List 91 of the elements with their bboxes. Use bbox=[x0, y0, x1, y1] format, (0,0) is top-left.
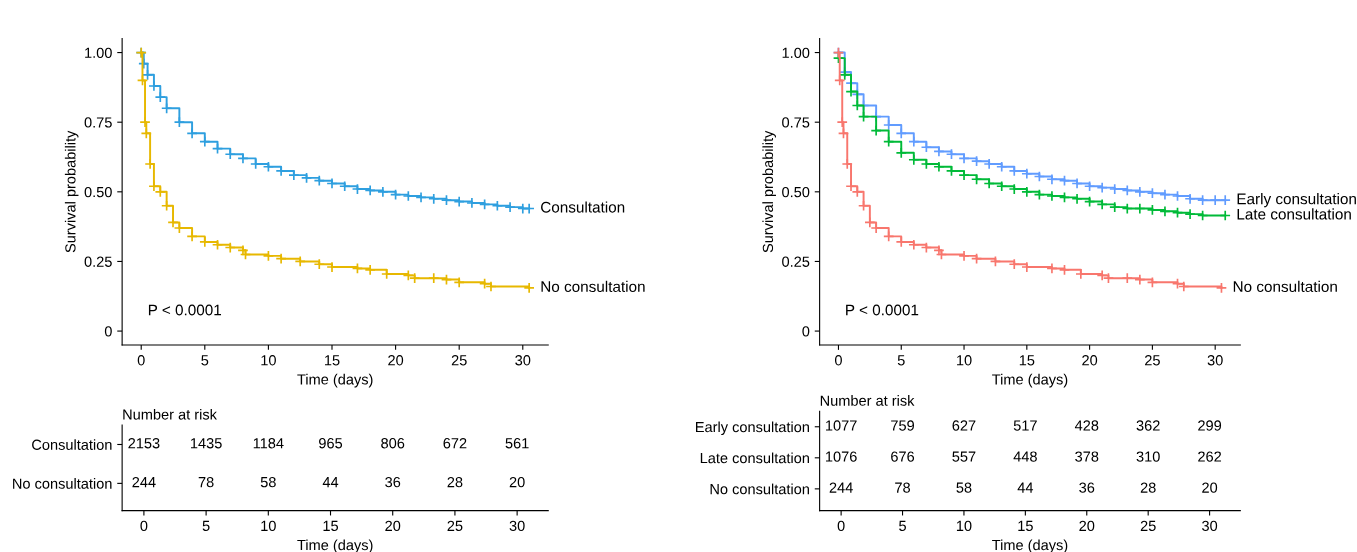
data-label: 1184 bbox=[253, 438, 284, 449]
x-tick-label: 0 bbox=[834, 355, 842, 366]
data-label: 561 bbox=[505, 438, 529, 449]
y-tick-label: 0.50 bbox=[782, 186, 810, 198]
data-label: 672 bbox=[443, 438, 467, 449]
data-label: 244 bbox=[132, 476, 156, 488]
y-tick-label: No consultation bbox=[13, 478, 112, 489]
x-tick-label: 25 bbox=[1140, 520, 1156, 532]
series-label: Late consultation bbox=[1237, 208, 1351, 220]
data-label: 58 bbox=[956, 482, 972, 493]
data-label: 1077 bbox=[826, 420, 857, 431]
y-tick-label: 0.25 bbox=[782, 256, 810, 267]
data-label: 378 bbox=[1075, 451, 1099, 462]
data-label: 78 bbox=[895, 482, 911, 493]
x-axis-title: Time (days) bbox=[992, 373, 1068, 388]
x-tick-label: 5 bbox=[899, 520, 906, 532]
series-label: No consultation bbox=[1233, 280, 1337, 293]
data-label: 676 bbox=[891, 451, 915, 462]
data-label: 78 bbox=[198, 476, 214, 488]
data-label: 299 bbox=[1198, 420, 1222, 431]
x-tick-label: 20 bbox=[385, 520, 401, 532]
series-label: Consultation bbox=[541, 201, 625, 213]
x-tick-label: 15 bbox=[1018, 520, 1033, 532]
data-label: 244 bbox=[829, 482, 853, 493]
data-label: 448 bbox=[1013, 451, 1037, 462]
x-tick-label: 30 bbox=[515, 355, 531, 366]
y-tick-label: 0.50 bbox=[84, 186, 112, 198]
annotation: P < 0.0001 bbox=[148, 304, 222, 316]
series-label: No consultation bbox=[541, 280, 645, 293]
x-tick-label: 25 bbox=[447, 520, 463, 532]
data-label: 28 bbox=[447, 476, 463, 488]
x-tick-label: 0 bbox=[137, 355, 145, 366]
data-label: 1435 bbox=[191, 438, 222, 449]
y-axis-title: Survival probability bbox=[64, 130, 79, 253]
series-label: Early consultation bbox=[1237, 193, 1356, 208]
x-tick-label: 5 bbox=[897, 355, 905, 366]
x-tick-label: 5 bbox=[201, 355, 209, 366]
data-label: 517 bbox=[1013, 420, 1037, 431]
data-label: 557 bbox=[952, 451, 976, 462]
data-label: 28 bbox=[1140, 482, 1156, 493]
y-tick-label: 0.75 bbox=[782, 117, 810, 128]
y-tick-label: 1.00 bbox=[85, 47, 112, 58]
x-tick-label: 30 bbox=[1202, 520, 1218, 532]
data-label: 20 bbox=[509, 476, 525, 488]
data-label: 806 bbox=[381, 438, 405, 449]
x-tick-label: 30 bbox=[509, 520, 525, 532]
y-tick-label: 0 bbox=[802, 326, 810, 337]
data-label: 44 bbox=[1017, 482, 1034, 493]
data-label: 310 bbox=[1136, 451, 1160, 462]
data-label: 20 bbox=[1202, 482, 1218, 493]
data-label: 262 bbox=[1198, 451, 1222, 462]
data-label: 36 bbox=[385, 476, 401, 488]
x-tick-label: 15 bbox=[1019, 355, 1035, 366]
x-tick-label: 0 bbox=[140, 520, 148, 532]
x-tick-label: 5 bbox=[202, 520, 210, 532]
y-tick-label: 0.75 bbox=[84, 117, 112, 128]
y-tick-label: Early consultation bbox=[696, 421, 809, 436]
y-tick-label: Late consultation bbox=[700, 452, 809, 464]
data-label: 44 bbox=[322, 477, 339, 488]
x-tick-label: 30 bbox=[1207, 355, 1223, 366]
data-label: 36 bbox=[1079, 482, 1095, 493]
data-label: 428 bbox=[1074, 420, 1099, 431]
y-tick-label: 0.25 bbox=[84, 256, 112, 267]
x-tick-label: 25 bbox=[1145, 355, 1160, 366]
x-tick-label: 10 bbox=[956, 520, 972, 532]
y-axis-title: Survival probability bbox=[762, 130, 776, 253]
chart-title: Number at risk bbox=[820, 395, 915, 406]
data-label: 965 bbox=[319, 438, 343, 449]
x-tick-label: 0 bbox=[837, 520, 845, 532]
x-tick-label: 10 bbox=[261, 520, 276, 532]
y-tick-label: 0 bbox=[104, 326, 112, 337]
x-tick-label: 15 bbox=[325, 355, 340, 366]
data-label: 2153 bbox=[128, 438, 160, 449]
x-tick-label: 10 bbox=[261, 355, 276, 366]
chart-title: Number at risk bbox=[123, 408, 217, 420]
x-tick-label: 15 bbox=[323, 520, 339, 532]
x-tick-label: 10 bbox=[957, 355, 972, 366]
annotation: P < 0.0001 bbox=[846, 304, 919, 316]
data-label: 58 bbox=[260, 476, 276, 488]
x-tick-label: 20 bbox=[388, 355, 404, 366]
data-label: 627 bbox=[952, 420, 976, 431]
data-label: 759 bbox=[891, 420, 915, 431]
data-label: 1076 bbox=[826, 451, 857, 462]
y-tick-label: 1.00 bbox=[782, 47, 810, 58]
x-axis-title: Time (days) bbox=[297, 373, 373, 388]
data-label: 362 bbox=[1136, 420, 1160, 431]
x-tick-label: 25 bbox=[451, 355, 467, 366]
x-tick-label: 20 bbox=[1082, 355, 1098, 366]
y-tick-label: No consultation bbox=[710, 483, 809, 495]
y-tick-label: Consultation bbox=[32, 439, 112, 450]
x-tick-label: 20 bbox=[1079, 520, 1095, 532]
